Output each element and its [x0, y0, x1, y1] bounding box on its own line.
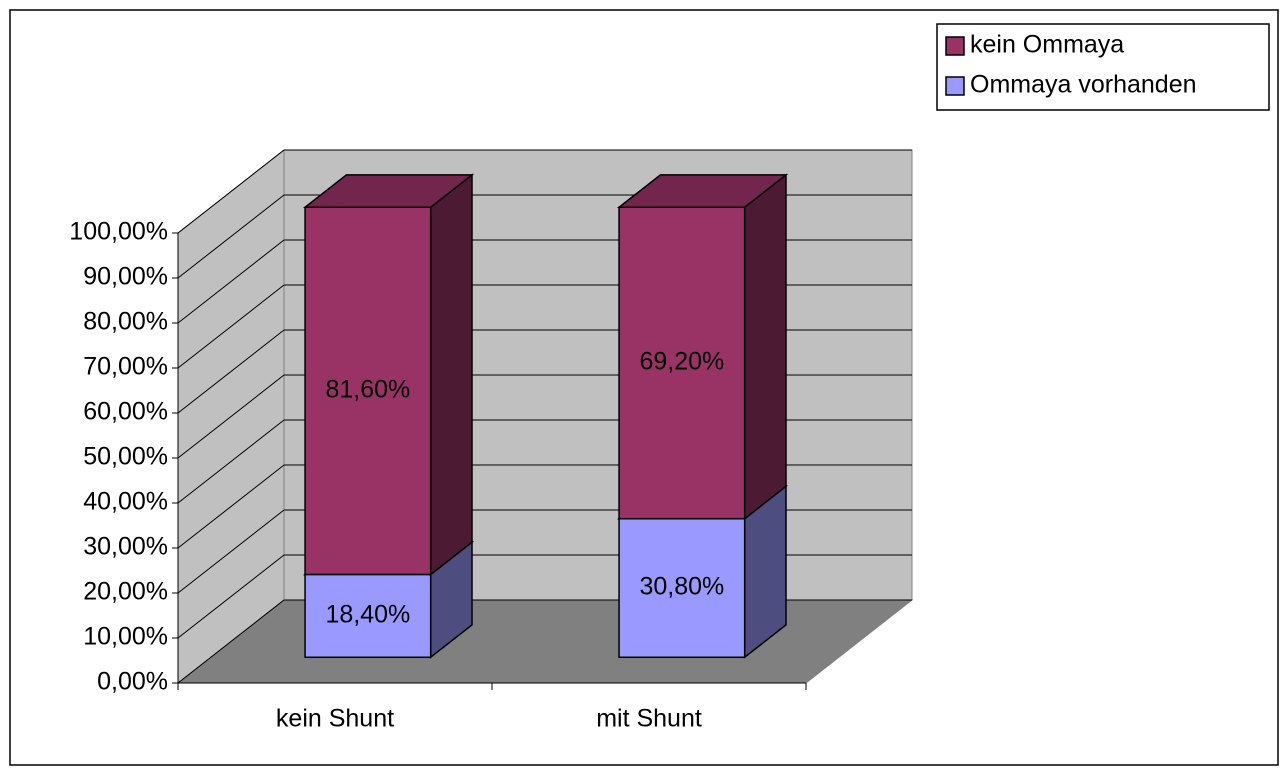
legend-label: Ommaya vorhanden: [970, 71, 1197, 99]
grid-line: [177, 419, 285, 504]
data-label: 69,20%: [639, 348, 724, 376]
legend-label: kein Ommaya: [970, 31, 1124, 59]
bar: [304, 206, 432, 576]
x-tick-label: mit Shunt: [596, 705, 702, 733]
y-tick-label: 10,00%: [83, 623, 168, 651]
y-tick-label: 50,00%: [83, 443, 168, 471]
y-tick-label: 80,00%: [83, 308, 168, 336]
x-tick-label: kein Shunt: [276, 705, 394, 733]
y-tick-label: 100,00%: [69, 218, 168, 246]
y-tick-label: 70,00%: [83, 353, 168, 381]
data-label: 81,60%: [325, 375, 410, 403]
grid-line: [177, 149, 285, 234]
bar: [618, 517, 746, 659]
y-tick-label: 20,00%: [83, 578, 168, 606]
legend-swatch: [945, 76, 965, 96]
y-tick-label: 90,00%: [83, 263, 168, 291]
y-tick-label: 0,00%: [97, 668, 168, 696]
grid-line: [177, 239, 285, 324]
legend-swatch: [945, 36, 965, 56]
data-label: 18,40%: [325, 600, 410, 628]
floor: [176, 599, 914, 684]
data-label: 30,80%: [639, 573, 724, 601]
bar: [618, 206, 746, 520]
grid-line: [177, 374, 285, 459]
grid-line: [177, 599, 285, 684]
bar-side: [429, 173, 473, 577]
bar-side: [743, 173, 787, 521]
bar: [304, 573, 432, 659]
y-tick-label: 30,00%: [83, 533, 168, 561]
grid-line: [177, 509, 285, 594]
y-tick-label: 40,00%: [83, 488, 168, 516]
legend: [936, 23, 1270, 111]
y-tick-label: 60,00%: [83, 398, 168, 426]
grid-line: [177, 194, 285, 279]
grid-line: [177, 329, 285, 414]
grid-line: [177, 284, 285, 369]
grid-line: [177, 464, 285, 549]
grid-line: [177, 554, 285, 639]
